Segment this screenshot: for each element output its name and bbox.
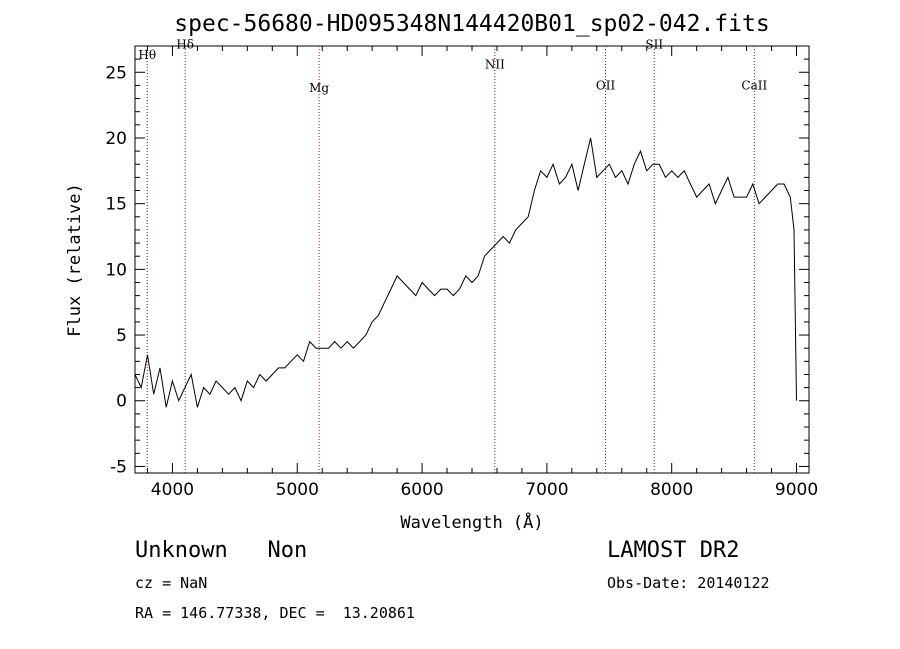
y-tick-label-5: 20 bbox=[105, 129, 127, 149]
x-tick-label-0: 4000 bbox=[151, 480, 194, 500]
spectrum-line bbox=[134, 137, 797, 408]
marker-label-6: CaII bbox=[741, 78, 767, 92]
marker-label-3: NII bbox=[485, 57, 505, 71]
obs-date-text: Obs-Date: 20140122 bbox=[607, 574, 770, 592]
chart-title: spec-56680-HD095348N144420B01_sp02-042.f… bbox=[174, 11, 769, 37]
survey-name: LAMOST DR2 bbox=[607, 538, 740, 563]
y-tick-label-2: 5 bbox=[116, 326, 127, 346]
redshift-text: cz = NaN bbox=[135, 574, 208, 592]
marker-label-4: OII bbox=[596, 78, 616, 92]
plot-frame bbox=[134, 45, 810, 474]
classification-text: Unknown Non bbox=[135, 538, 308, 563]
x-tick-label-2: 6000 bbox=[400, 480, 443, 500]
x-tick-label-4: 8000 bbox=[650, 480, 693, 500]
y-tick-label-6: 25 bbox=[105, 63, 127, 83]
y-axis-label: Flux (relative) bbox=[65, 183, 85, 337]
y-tick-label-1: 0 bbox=[116, 392, 127, 412]
x-tick-label-3: 7000 bbox=[525, 480, 568, 500]
x-axis-label: Wavelength (Å) bbox=[400, 511, 543, 533]
y-tick-label-0: -5 bbox=[110, 457, 127, 477]
marker-label-1: Hδ bbox=[176, 38, 194, 52]
marker-label-2: Mg bbox=[309, 81, 329, 95]
y-tick-label-3: 10 bbox=[105, 260, 127, 280]
coordinates-text: RA = 146.77338, DEC = 13.20861 bbox=[135, 604, 415, 622]
marker-label-5: SII bbox=[645, 38, 663, 52]
marker-label-0: Hθ bbox=[138, 48, 156, 62]
y-tick-label-4: 15 bbox=[105, 195, 127, 215]
x-tick-label-5: 9000 bbox=[775, 480, 818, 500]
x-tick-label-1: 5000 bbox=[276, 480, 319, 500]
